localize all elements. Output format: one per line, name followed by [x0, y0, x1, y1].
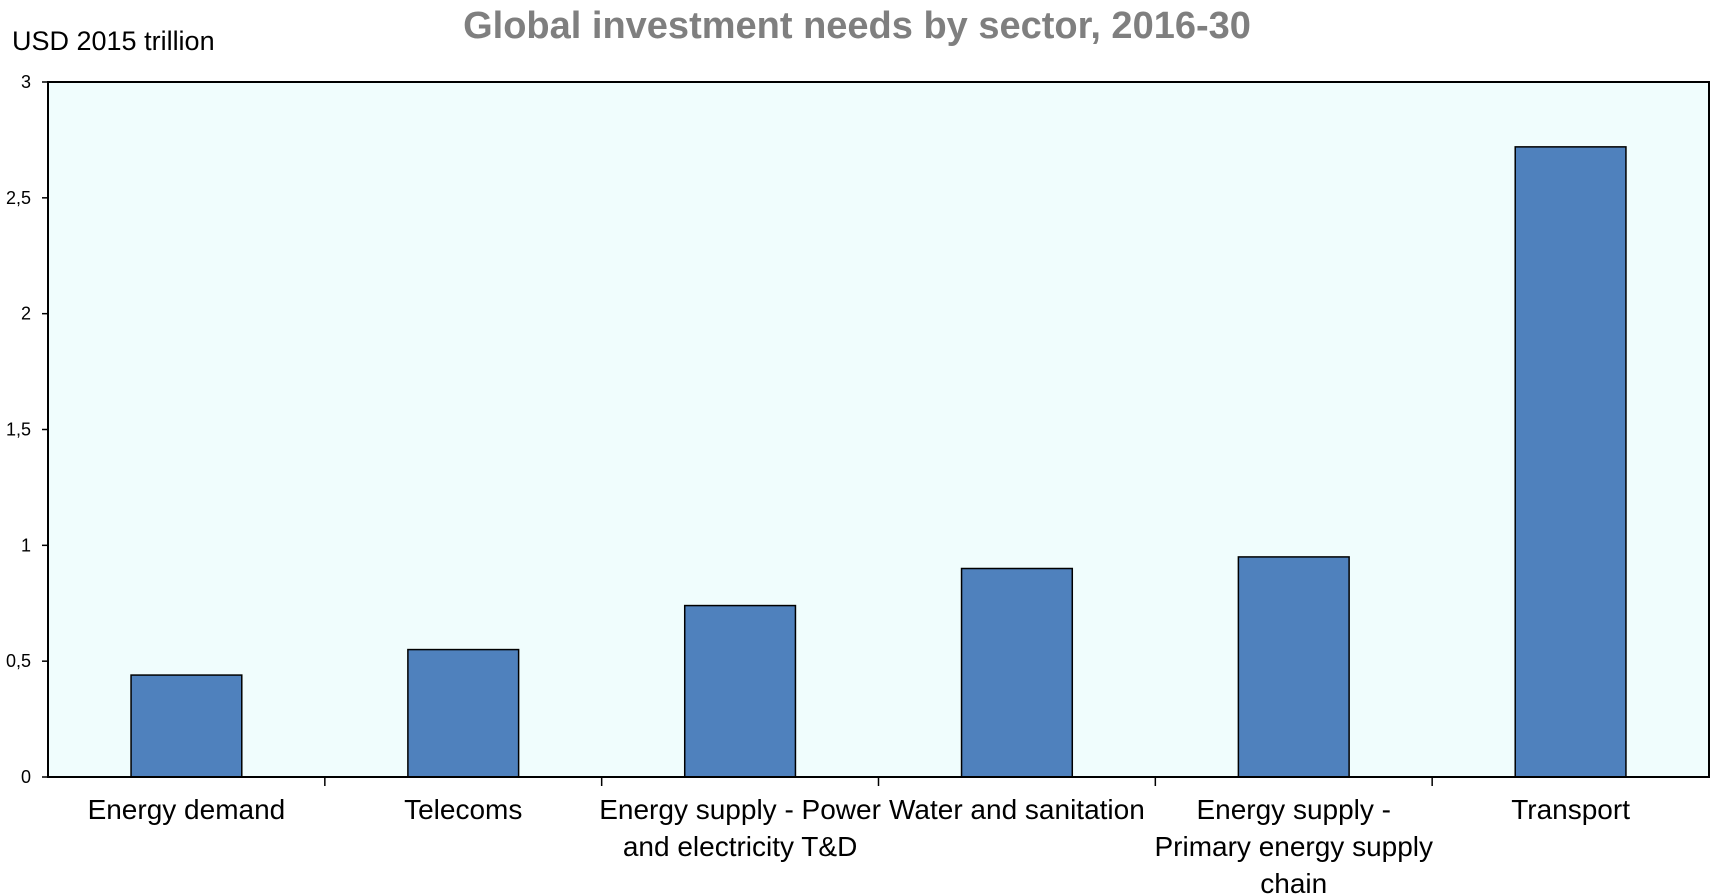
- y-tick-label: 1,5: [6, 420, 31, 440]
- bars-group: [130, 146, 1627, 778]
- x-category-label: Water and sanitation: [889, 794, 1145, 825]
- x-axis: Energy demand Telecoms Energy supply - Pow…: [88, 777, 1630, 895]
- bar: [683, 604, 797, 778]
- plot-area: [47, 81, 1710, 778]
- y-axis: 0 0,5 1 1,5 2 2,5 3: [6, 72, 48, 787]
- x-category-label: Telecoms: [404, 794, 522, 825]
- y-tick-label: 2,5: [6, 188, 31, 208]
- x-category-label: Energy demand: [88, 794, 286, 825]
- y-tick-label: 0,5: [6, 651, 31, 671]
- bar: [960, 567, 1074, 778]
- y-axis-unit-label: USD 2015 trillion: [12, 26, 215, 56]
- x-category-label: Transport: [1511, 794, 1630, 825]
- plot-border: [47, 81, 1710, 778]
- y-tick-label: 1: [21, 535, 31, 555]
- chart-title: Global investment needs by sector, 2016-…: [463, 5, 1251, 47]
- y-tick-label: 0: [21, 767, 31, 787]
- bar: [130, 674, 243, 778]
- y-tick-label: 2: [21, 304, 31, 324]
- bar: [407, 648, 520, 778]
- x-category-label: Energy supply -Primary energy supply chai…: [1154, 794, 1433, 895]
- x-category-label: Energy supply - Power and electricity T&D: [599, 794, 881, 862]
- y-tick-label: 3: [21, 72, 31, 92]
- bar: [1514, 146, 1627, 778]
- bar: [1237, 556, 1350, 778]
